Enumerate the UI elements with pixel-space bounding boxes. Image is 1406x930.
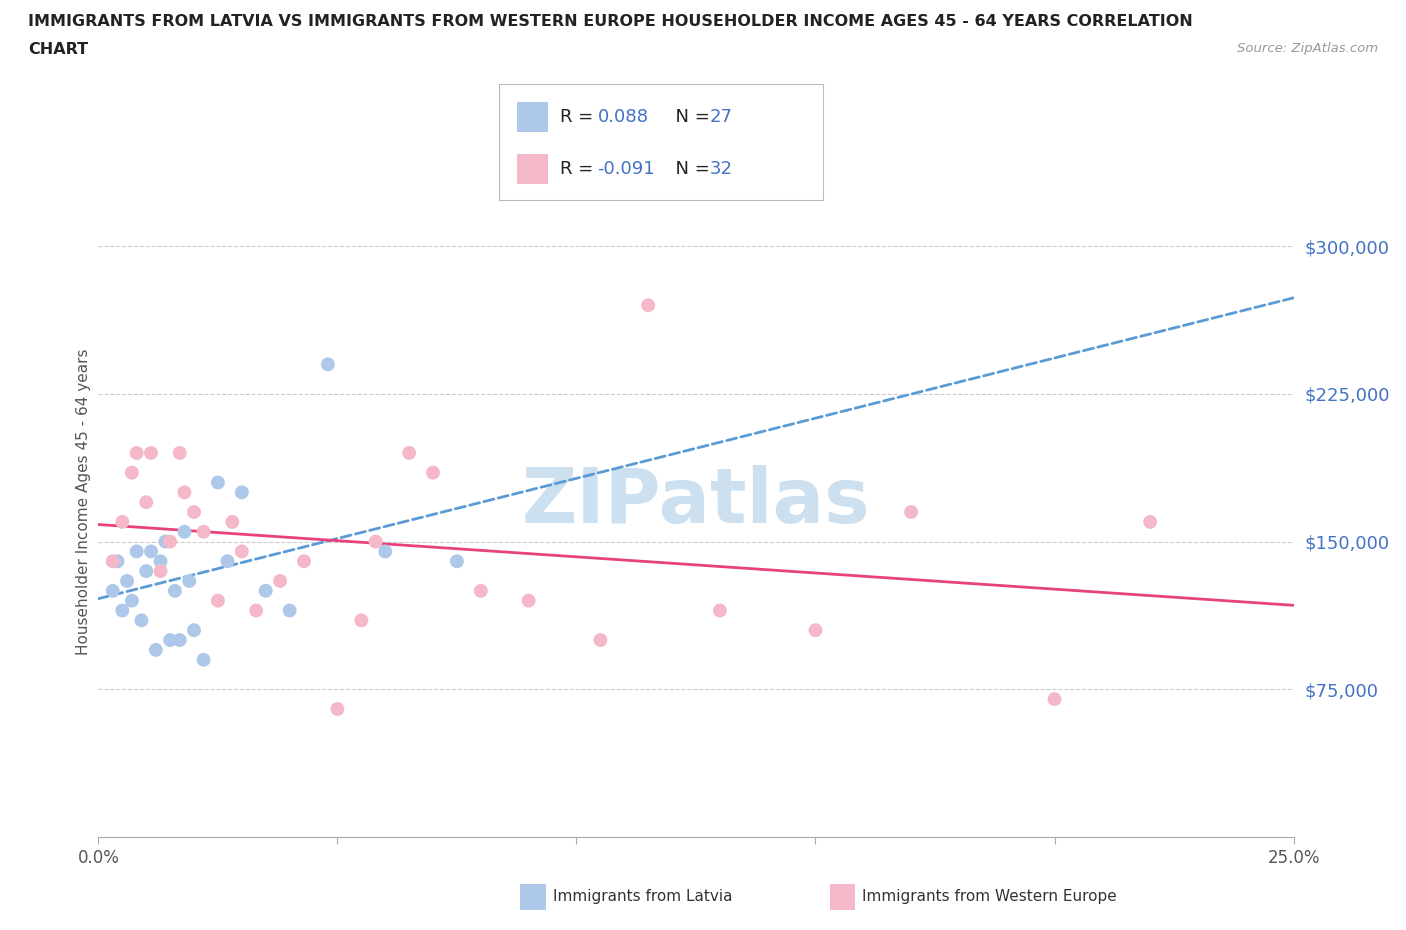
Point — [350, 613, 373, 628]
Point — [111, 603, 134, 618]
Point — [101, 583, 124, 598]
Point — [159, 534, 181, 549]
Point — [115, 574, 138, 589]
Point — [1139, 514, 1161, 529]
Point — [155, 534, 177, 549]
Point — [107, 554, 129, 569]
Text: N =: N = — [664, 108, 716, 126]
Text: 27: 27 — [710, 108, 733, 126]
Point — [163, 583, 186, 598]
Point — [125, 445, 148, 460]
Point — [231, 485, 253, 499]
Point — [111, 514, 134, 529]
Point — [900, 505, 922, 520]
Point — [326, 701, 349, 716]
Point — [173, 485, 195, 499]
Point — [374, 544, 396, 559]
Point — [231, 544, 253, 559]
Text: IMMIGRANTS FROM LATVIA VS IMMIGRANTS FROM WESTERN EUROPE HOUSEHOLDER INCOME AGES: IMMIGRANTS FROM LATVIA VS IMMIGRANTS FRO… — [28, 14, 1192, 29]
Point — [446, 554, 468, 569]
Point — [398, 445, 420, 460]
Point — [139, 445, 162, 460]
Text: 0.088: 0.088 — [598, 108, 648, 126]
Point — [292, 554, 315, 569]
Point — [193, 525, 215, 539]
Point — [804, 623, 827, 638]
Text: R =: R = — [560, 108, 599, 126]
Y-axis label: Householder Income Ages 45 - 64 years: Householder Income Ages 45 - 64 years — [76, 349, 91, 656]
Point — [269, 574, 291, 589]
Point — [364, 534, 387, 549]
Point — [121, 593, 143, 608]
Text: N =: N = — [664, 160, 716, 179]
Point — [169, 632, 191, 647]
Point — [217, 554, 239, 569]
Point — [245, 603, 267, 618]
Point — [422, 465, 444, 480]
Point — [207, 593, 229, 608]
Text: 32: 32 — [710, 160, 733, 179]
Point — [169, 445, 191, 460]
Point — [135, 564, 157, 578]
Point — [193, 652, 215, 667]
Point — [316, 357, 339, 372]
Point — [183, 505, 205, 520]
Point — [709, 603, 731, 618]
Point — [101, 554, 124, 569]
Text: R =: R = — [560, 160, 599, 179]
Point — [149, 554, 172, 569]
Point — [149, 564, 172, 578]
Text: ZIPatlas: ZIPatlas — [522, 465, 870, 539]
Point — [159, 632, 181, 647]
Text: -0.091: -0.091 — [598, 160, 655, 179]
Point — [135, 495, 157, 510]
Text: Immigrants from Latvia: Immigrants from Latvia — [553, 889, 733, 904]
Point — [1043, 692, 1066, 707]
Text: Immigrants from Western Europe: Immigrants from Western Europe — [862, 889, 1116, 904]
Point — [179, 574, 201, 589]
Point — [139, 544, 162, 559]
Point — [517, 593, 540, 608]
Point — [589, 632, 612, 647]
Point — [221, 514, 243, 529]
Point — [121, 465, 143, 480]
Point — [278, 603, 301, 618]
Point — [131, 613, 153, 628]
Point — [470, 583, 492, 598]
Point — [183, 623, 205, 638]
Point — [145, 643, 167, 658]
Text: CHART: CHART — [28, 42, 89, 57]
Point — [173, 525, 195, 539]
Point — [207, 475, 229, 490]
Point — [254, 583, 277, 598]
Text: Source: ZipAtlas.com: Source: ZipAtlas.com — [1237, 42, 1378, 55]
Point — [125, 544, 148, 559]
Point — [637, 298, 659, 312]
